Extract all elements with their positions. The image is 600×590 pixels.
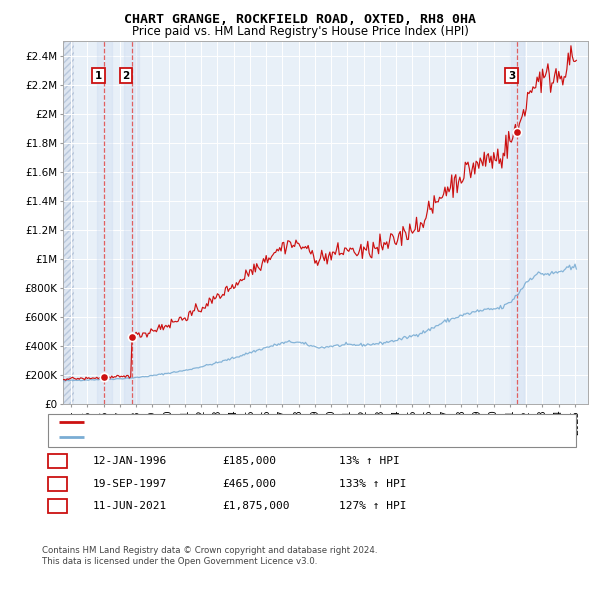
Text: 2: 2 <box>122 71 130 81</box>
Text: This data is licensed under the Open Government Licence v3.0.: This data is licensed under the Open Gov… <box>42 558 317 566</box>
Text: 13% ↑ HPI: 13% ↑ HPI <box>339 457 400 466</box>
Bar <box>124 41 139 404</box>
Text: 19-SEP-1997: 19-SEP-1997 <box>93 479 167 489</box>
Text: HPI: Average price, detached house, Tandridge: HPI: Average price, detached house, Tand… <box>91 432 335 441</box>
Text: CHART GRANGE, ROCKFIELD ROAD, OXTED, RH8 0HA: CHART GRANGE, ROCKFIELD ROAD, OXTED, RH8… <box>124 13 476 26</box>
Text: 3: 3 <box>54 502 61 511</box>
Text: 1: 1 <box>54 457 61 466</box>
Text: 127% ↑ HPI: 127% ↑ HPI <box>339 502 407 511</box>
Text: Contains HM Land Registry data © Crown copyright and database right 2024.: Contains HM Land Registry data © Crown c… <box>42 546 377 555</box>
Text: 133% ↑ HPI: 133% ↑ HPI <box>339 479 407 489</box>
Bar <box>510 41 524 404</box>
Bar <box>97 41 112 404</box>
Bar <box>63 41 74 404</box>
Text: £465,000: £465,000 <box>222 479 276 489</box>
Text: 1: 1 <box>95 71 102 81</box>
Text: 11-JUN-2021: 11-JUN-2021 <box>93 502 167 511</box>
Text: £185,000: £185,000 <box>222 457 276 466</box>
Text: 3: 3 <box>508 71 515 81</box>
Text: £1,875,000: £1,875,000 <box>222 502 290 511</box>
Text: CHART GRANGE, ROCKFIELD ROAD, OXTED, RH8 0HA (detached house): CHART GRANGE, ROCKFIELD ROAD, OXTED, RH8… <box>91 418 462 427</box>
Text: 12-JAN-1996: 12-JAN-1996 <box>93 457 167 466</box>
Bar <box>63 41 74 404</box>
Text: Price paid vs. HM Land Registry's House Price Index (HPI): Price paid vs. HM Land Registry's House … <box>131 25 469 38</box>
Text: 2: 2 <box>54 479 61 489</box>
